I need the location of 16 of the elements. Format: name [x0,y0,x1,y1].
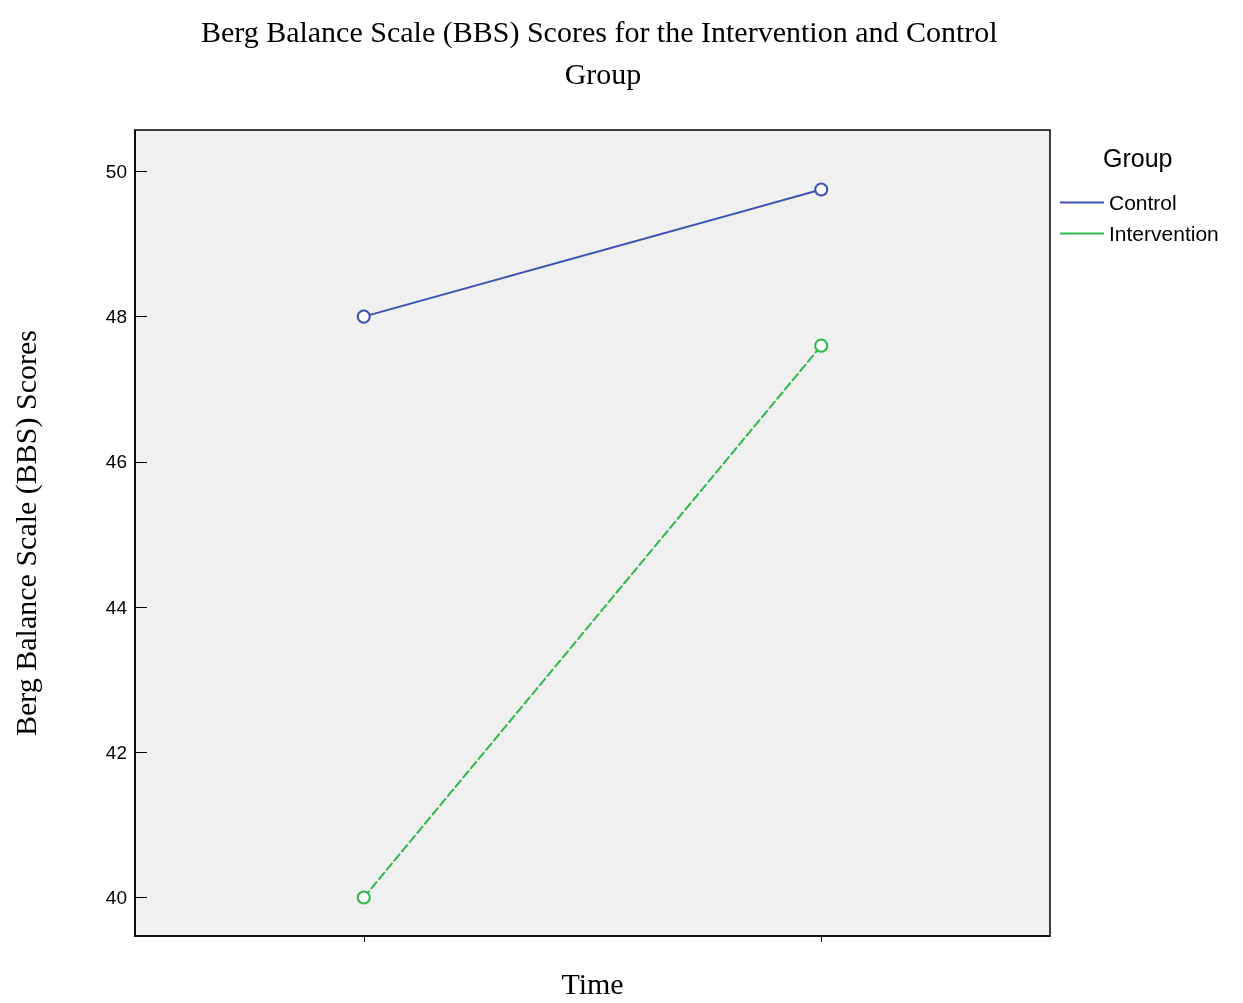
legend-title: Group [1103,143,1173,172]
chart-title: Berg Balance Scale (BBS) Scores for the Intervention and Control Group [200,14,1006,90]
y-tick-label: 40 [105,887,127,909]
y-tick-label: 46 [105,451,127,473]
y-tick-label: 44 [105,596,128,618]
legend-label: Control [1109,191,1177,214]
y-tick-label: 48 [105,306,127,328]
y-axis-title: Berg Balance Scale (BBS) Scores [8,329,43,737]
point [814,338,829,353]
point [356,890,371,905]
y-tick-label: 50 [105,160,127,182]
x-axis-title: Time [561,966,624,1000]
point [356,309,371,324]
point [814,182,829,197]
y-tick-label: 42 [105,741,127,763]
legend-label: Intervention [1109,222,1219,245]
